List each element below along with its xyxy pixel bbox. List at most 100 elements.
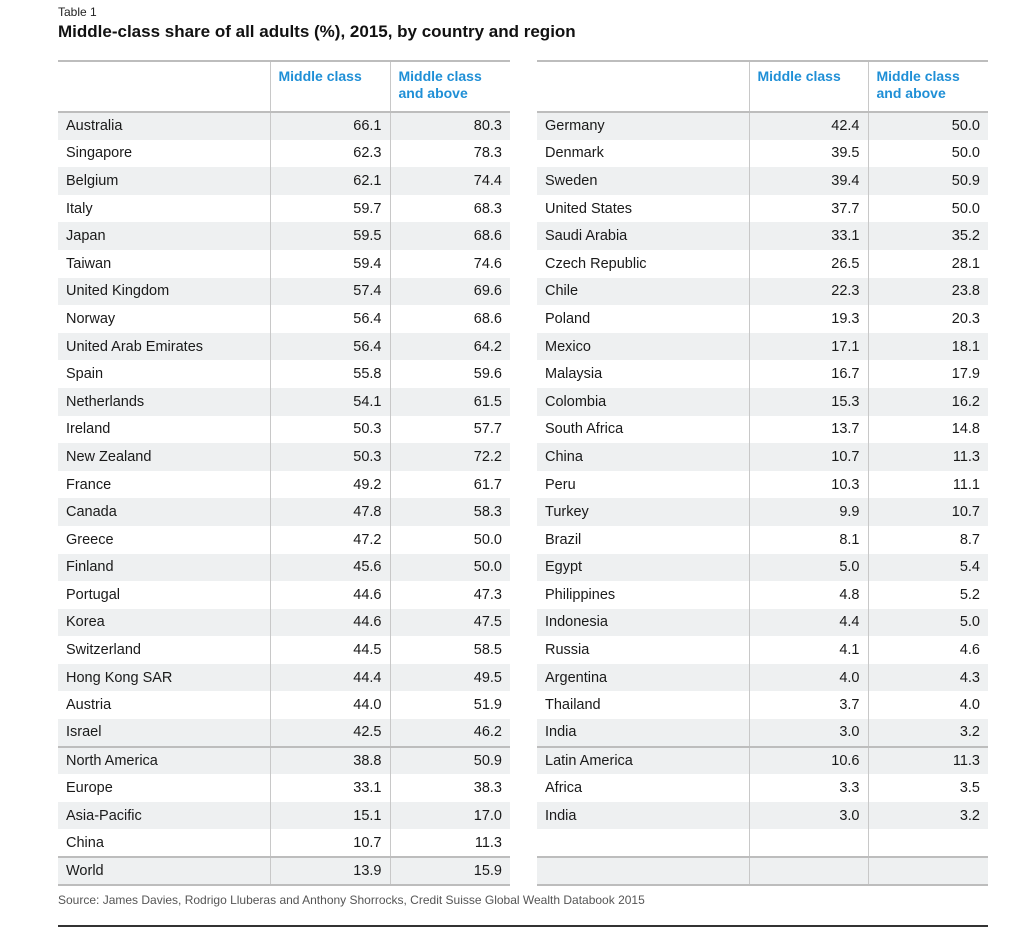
middle-class-cell: 39.4 [748,167,868,195]
table-row: United States 37.7 50.0 [537,194,988,223]
right-region-rows: Latin America 10.6 11.3 Africa 3.3 3.5 India 3.… [537,745,988,886]
row-name-cell: Japan [58,222,270,250]
middle-class-and-above-cell: 4.0 [867,691,988,720]
row-name-cell: Turkey [537,498,749,526]
middle-class-cell: 44.6 [269,608,390,637]
middle-class-and-above-cell: 35.2 [867,222,988,250]
table-row: Mexico 17.1 18.1 [537,332,988,361]
middle-class-cell: 45.6 [269,553,390,582]
middle-class-cell: 44.4 [269,663,390,692]
middle-class-and-above-cell [867,856,988,886]
row-name-cell: United Arab Emirates [58,332,270,361]
middle-class-cell: 3.3 [748,774,868,802]
table-row: Turkey 9.9 10.7 [537,498,988,526]
region-row: India 3.0 3.2 [537,801,988,830]
middle-class-cell: 56.4 [269,305,390,333]
row-name-cell: Czech Republic [545,255,647,272]
row-name-cell: Asia-Pacific [58,801,270,830]
middle-class-cell: 26.5 [748,249,868,278]
header-line-1: Middle class [876,68,960,84]
row-name-cell: New Zealand [58,443,270,471]
table-row: Sweden 39.4 50.9 [537,167,988,195]
middle-class-and-above-cell: 61.7 [389,470,510,499]
table-row: Australia 66.1 80.3 [58,112,510,140]
middle-class-cell: 15.1 [269,801,390,830]
row-name-cell: Netherlands [58,387,270,416]
row-name-cell: Austria [66,697,112,714]
row-name-cell: Denmark [545,145,604,162]
middle-class-cell: 19.3 [748,305,868,333]
middle-class-cell: 44.5 [269,636,390,664]
region-row: Europe 33.1 38.3 [58,774,510,802]
middle-class-and-above-cell: 50.9 [389,745,510,775]
middle-class-and-above-cell: 11.3 [867,745,988,775]
middle-class-and-above-header: Middle class and above [867,60,988,113]
row-name-cell: Indonesia [537,608,749,637]
middle-class-and-above-cell: 38.3 [389,774,510,802]
middle-class-cell: 47.2 [269,525,390,554]
middle-class-and-above-cell: 14.8 [867,415,988,444]
middle-class-cell: 10.3 [748,470,868,499]
left-country-rows: Australia 66.1 80.3 Singapore 62.3 78.3 Belgiu… [58,112,510,747]
region-row: Latin America 10.6 11.3 [537,745,988,775]
middle-class-cell: 66.1 [269,112,390,140]
middle-class-and-above-cell: 68.6 [389,222,510,250]
header-row: Middle class Middle class and above [537,60,988,113]
table-row: Colombia 15.3 16.2 [537,387,988,416]
middle-class-and-above-cell: 58.5 [389,636,510,664]
table-row: Thailand 3.7 4.0 [537,691,988,720]
middle-class-and-above-cell: 11.1 [867,470,988,499]
table-row: Malaysia 16.7 17.9 [537,360,988,388]
middle-class-and-above-cell: 23.8 [867,277,988,306]
middle-class-and-above-cell: 50.0 [867,194,988,223]
middle-class-cell: 57.4 [269,277,390,306]
table-row: Philippines 4.8 5.2 [537,581,988,609]
middle-class-and-above-cell: 5.2 [867,581,988,609]
middle-class-and-above-cell: 15.9 [389,856,510,886]
table-row: Egypt 5.0 5.4 [537,553,988,582]
row-name-cell: Italy [66,200,93,217]
middle-class-cell: 54.1 [269,387,390,416]
table-row: United Arab Emirates 56.4 64.2 [58,332,510,361]
table-row: Denmark 39.5 50.0 [537,139,988,168]
middle-class-and-above-cell: 8.7 [867,525,988,554]
table-row: Singapore 62.3 78.3 [58,139,510,168]
row-name-cell: Canada [58,498,270,526]
table-row: Chile 22.3 23.8 [537,277,988,306]
table-row: Argentina 4.0 4.3 [537,663,988,692]
region-row: China 10.7 11.3 [58,829,510,858]
row-name-cell: Taiwan [66,255,112,272]
table-row: Peru 10.3 11.1 [537,470,988,499]
table-row: Spain 55.8 59.6 [58,360,510,388]
middle-class-and-above-cell: 47.5 [389,608,510,637]
middle-class-and-above-cell: 74.6 [389,249,510,278]
middle-class-and-above-cell: 17.0 [389,801,510,830]
middle-class-and-above-cell: 68.3 [389,194,510,223]
middle-class-and-above-cell: 57.7 [389,415,510,444]
middle-class-cell: 38.8 [269,745,390,775]
middle-class-and-above-cell: 16.2 [867,387,988,416]
middle-class-and-above-cell: 64.2 [389,332,510,361]
table-row: Russia 4.1 4.6 [537,636,988,664]
row-name-cell: Norway [66,310,116,327]
middle-class-cell: 59.7 [269,194,390,223]
row-name-cell: Israel [58,719,270,747]
table-row: China 10.7 11.3 [537,443,988,471]
left-region-rows: North America 38.8 50.9 Europe 33.1 38.3 Asia-… [58,745,510,886]
row-name-cell: Greece [66,531,114,548]
middle-class-cell: 22.3 [748,277,868,306]
row-name-cell: Russia [545,642,590,659]
middle-class-and-above-cell: 78.3 [389,139,510,168]
row-name-cell: Brazil [545,531,582,548]
row-name-cell: China [537,443,749,471]
middle-class-cell: 50.3 [269,443,390,471]
row-name-cell: Switzerland [66,642,141,659]
middle-class-cell: 9.9 [748,498,868,526]
row-name-cell: India [537,801,749,830]
table-row: France 49.2 61.7 [58,470,510,499]
middle-class-cell: 16.7 [748,360,868,388]
table-row: Austria 44.0 51.9 [58,691,510,720]
row-name-cell [537,829,749,857]
middle-class-and-above-cell: 72.2 [389,443,510,471]
middle-class-and-above-cell: 11.3 [389,829,510,858]
